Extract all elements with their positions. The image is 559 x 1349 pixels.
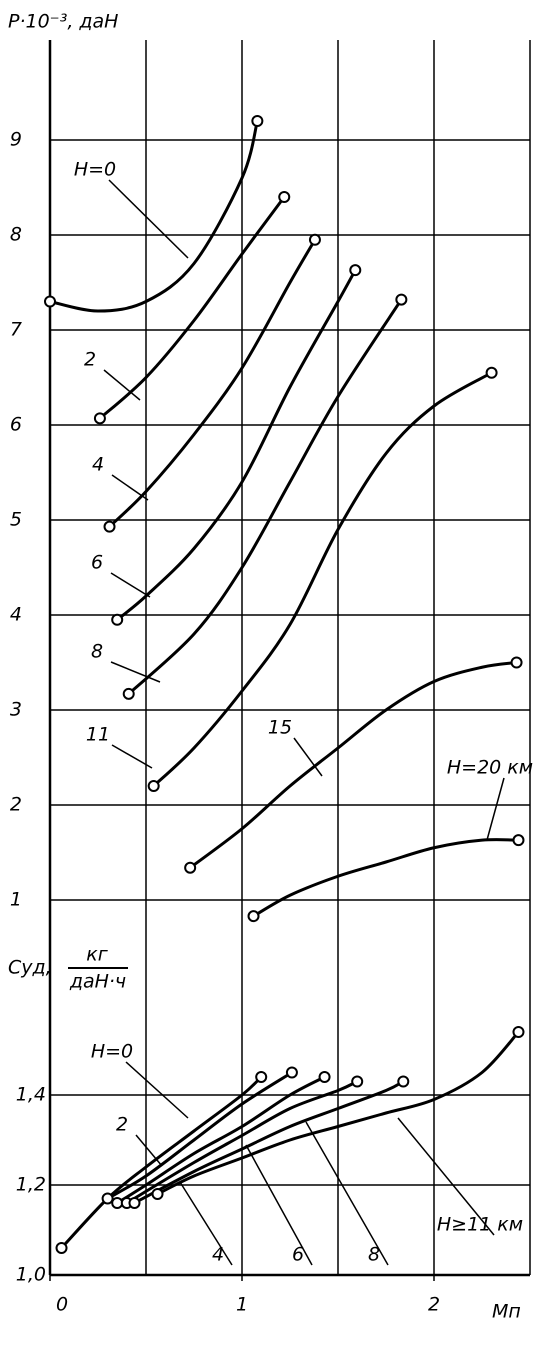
- curve-label: H=0: [91, 1041, 133, 1063]
- end-marker: [308, 233, 321, 246]
- y-axis-unit-denominator: даН·ч: [69, 971, 126, 993]
- leader-line: [103, 369, 141, 401]
- end-marker: [111, 613, 124, 626]
- x-tick-label: 0: [56, 1294, 68, 1316]
- end-marker: [147, 780, 160, 792]
- end-marker: [512, 834, 525, 847]
- leader-line: [179, 1181, 233, 1266]
- leader-line: [110, 572, 151, 598]
- leader-line: [135, 1134, 163, 1167]
- leader-line: [111, 744, 153, 769]
- end-marker: [285, 1066, 298, 1079]
- end-marker: [251, 115, 264, 127]
- end-marker: [485, 366, 498, 379]
- end-marker: [247, 910, 260, 923]
- y-tick-label: 7: [10, 319, 22, 341]
- end-marker: [44, 295, 56, 308]
- leader-line: [125, 1061, 189, 1119]
- curve: [156, 1030, 520, 1196]
- y-axis-title: Cуд,: [8, 957, 52, 979]
- y-tick-label: 9: [10, 129, 22, 151]
- end-marker: [395, 293, 408, 306]
- leader-line: [305, 1121, 389, 1266]
- curve-label: 11: [86, 724, 110, 746]
- curve-label: 4: [92, 454, 104, 476]
- end-marker: [255, 1071, 268, 1083]
- x-tick-label: 1: [236, 1294, 248, 1316]
- curve-label: 6: [292, 1244, 304, 1266]
- end-marker: [128, 1197, 141, 1209]
- curve: [106, 1071, 293, 1200]
- end-marker: [93, 412, 106, 425]
- curve-label: 15: [268, 717, 292, 739]
- end-marker: [397, 1075, 410, 1088]
- end-marker: [151, 1188, 164, 1200]
- leader-line: [397, 1117, 495, 1236]
- y-tick-label: 1,4: [16, 1084, 46, 1106]
- end-marker: [101, 1192, 114, 1205]
- curve-label: 8: [368, 1244, 380, 1266]
- leader-line: [111, 474, 149, 501]
- leader-line: [293, 737, 323, 777]
- leader-line: [110, 661, 161, 683]
- y-tick-label: 3: [10, 699, 22, 721]
- y-tick-label: 6: [10, 414, 22, 436]
- curve: [127, 298, 403, 695]
- end-marker: [512, 1026, 525, 1038]
- curve: [49, 120, 259, 313]
- y-axis-unit-numerator: кг: [86, 944, 108, 966]
- y-tick-label: 1,2: [16, 1174, 46, 1196]
- curve: [133, 1080, 405, 1205]
- curve-label: 2: [84, 349, 96, 371]
- curve-label: 8: [91, 641, 103, 663]
- y-tick-label: 5: [10, 509, 22, 531]
- leader-line: [486, 777, 505, 841]
- end-marker: [318, 1071, 331, 1083]
- end-marker: [55, 1242, 68, 1254]
- y-tick-label: 1,0: [16, 1264, 46, 1286]
- y-tick-label: 1: [10, 889, 22, 911]
- y-tick-label: 4: [10, 604, 22, 626]
- end-marker: [510, 656, 523, 669]
- leader-line: [108, 179, 189, 259]
- curve: [126, 1080, 358, 1205]
- curve-label: H=0: [74, 159, 116, 181]
- x-axis-title: Mп: [492, 1301, 521, 1323]
- y-tick-label: 2: [10, 794, 22, 816]
- end-marker: [103, 520, 116, 533]
- curve: [98, 196, 286, 420]
- leader-line: [245, 1144, 313, 1266]
- end-marker: [278, 191, 291, 203]
- curve: [60, 1075, 263, 1250]
- curve-label: 6: [91, 552, 103, 574]
- curve: [189, 661, 517, 869]
- curve: [152, 371, 493, 788]
- y-tick-label: 8: [10, 224, 22, 246]
- curve-label: 2: [116, 1114, 128, 1136]
- end-marker: [184, 861, 197, 874]
- end-marker: [111, 1197, 124, 1209]
- end-marker: [349, 264, 362, 277]
- curve: [252, 838, 519, 918]
- end-marker: [351, 1075, 364, 1088]
- curve-label: 4: [212, 1244, 224, 1266]
- curve: [108, 238, 317, 528]
- end-marker: [122, 687, 135, 700]
- y-axis-title: P·10⁻³, даН: [8, 11, 118, 33]
- x-tick-label: 2: [428, 1294, 440, 1316]
- curve-label: H≥11 км: [437, 1214, 523, 1236]
- curve: [116, 1075, 326, 1205]
- curve-label: H=20 км: [447, 757, 533, 779]
